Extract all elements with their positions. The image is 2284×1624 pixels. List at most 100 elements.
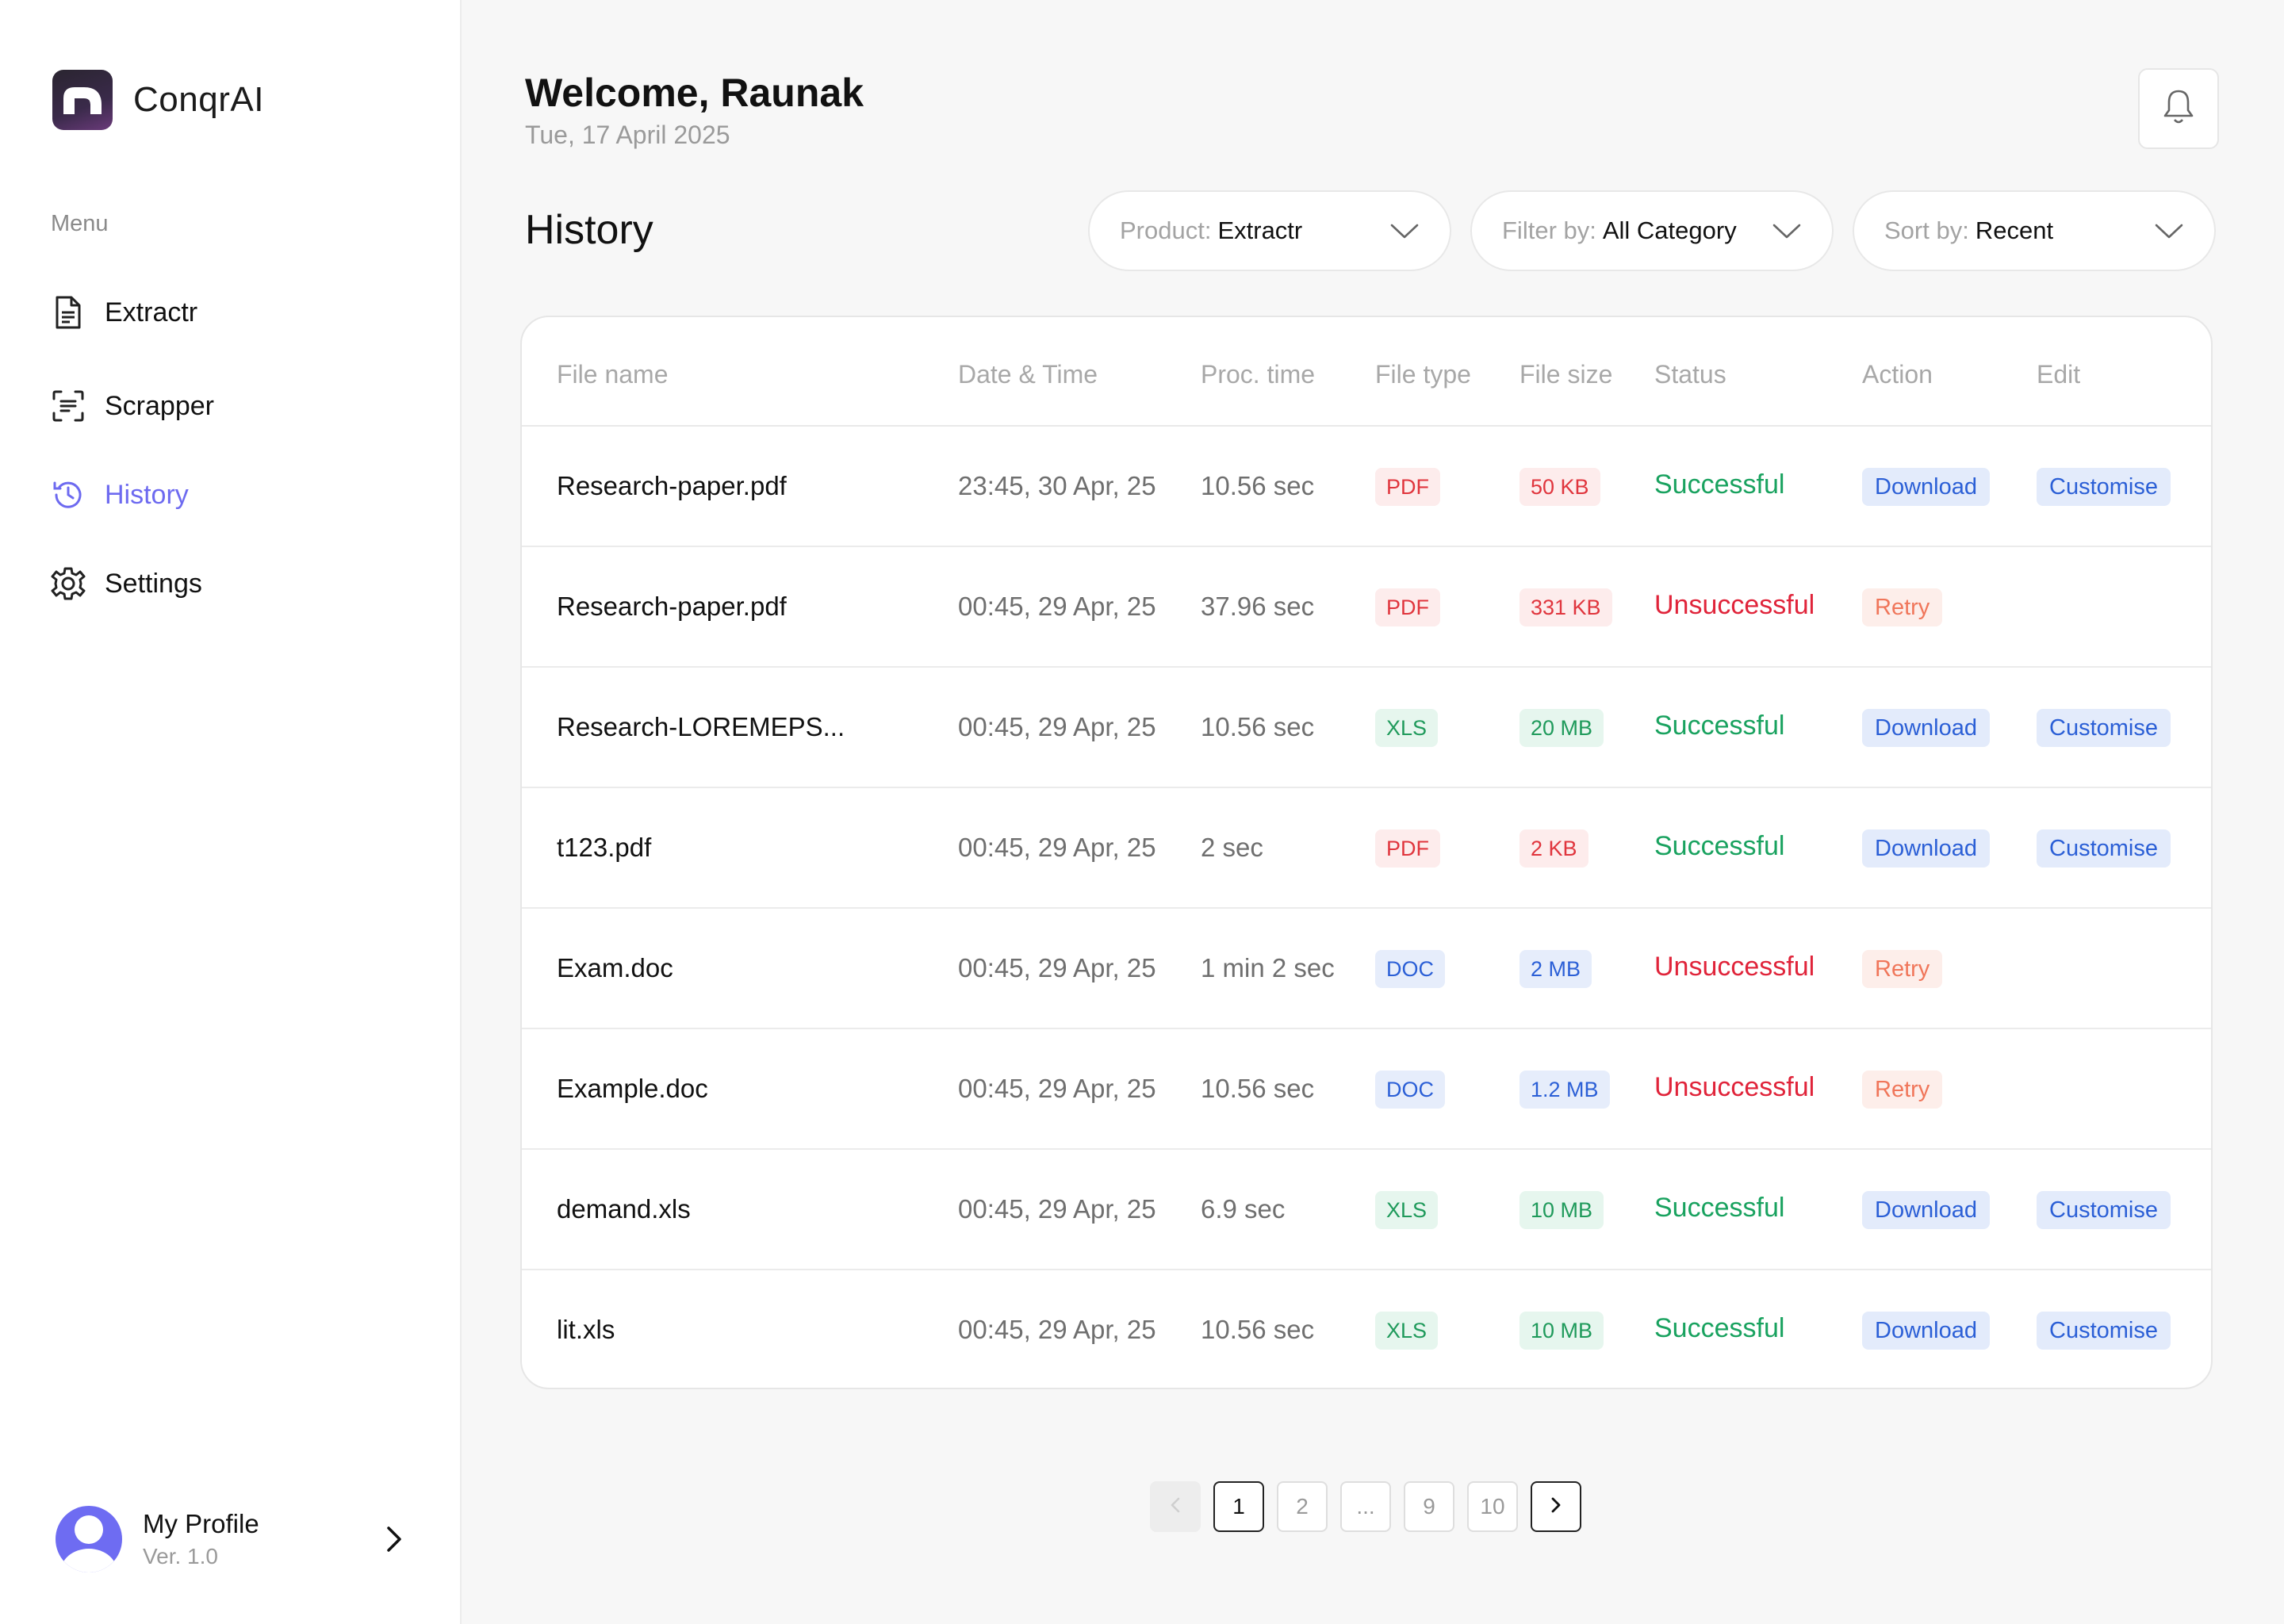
download-button[interactable]: Download [1862, 468, 1990, 506]
page-button-2[interactable]: 2 [1277, 1481, 1328, 1532]
proc-time: 10.56 sec [1201, 1315, 1315, 1344]
notifications-button[interactable] [2138, 68, 2219, 149]
proc-time: 37.96 sec [1201, 592, 1315, 621]
dropdown-key: Filter by: [1502, 216, 1596, 244]
column-header-edit: Edit [2037, 360, 2081, 389]
table-row: lit.xls 00:45, 29 Apr, 25 10.56 sec XLS 10 M… [522, 1270, 2211, 1388]
document-icon [49, 293, 87, 331]
file-name: Research-paper.pdf [557, 592, 787, 621]
file-type-badge: PDF [1375, 829, 1440, 868]
file-name: Example.doc [557, 1074, 708, 1103]
proc-time: 1 min 2 sec [1201, 953, 1335, 982]
scan-text-icon [49, 387, 87, 425]
file-size-badge: 20 MB [1519, 709, 1604, 747]
dropdown-value: Extractr [1217, 216, 1303, 244]
current-date: Tue, 17 April 2025 [525, 121, 730, 149]
page-title: History [525, 207, 653, 253]
table-header: File name Date & Time Proc. time File ty… [522, 317, 2211, 427]
dropdown-value: All Category [1602, 216, 1737, 244]
status-text: Unsuccessful [1654, 952, 1815, 982]
file-type-badge: XLS [1375, 1312, 1439, 1350]
page-button-1[interactable]: 1 [1213, 1481, 1264, 1532]
table-row: Research-LOREMEPS... 00:45, 29 Apr, 25 10.… [522, 668, 2211, 788]
proc-time: 6.9 sec [1201, 1194, 1286, 1224]
download-button[interactable]: Download [1862, 709, 1990, 747]
date-time: 00:45, 29 Apr, 25 [958, 1194, 1156, 1224]
column-header-proc-time: Proc. time [1201, 360, 1316, 389]
file-size-badge: 10 MB [1519, 1191, 1604, 1229]
chevron-down-icon [2154, 219, 2184, 247]
column-header-file-name: File name [557, 360, 669, 389]
table-row: Exam.doc 00:45, 29 Apr, 25 1 min 2 sec DOC 2… [522, 909, 2211, 1029]
date-time: 00:45, 29 Apr, 25 [958, 833, 1156, 862]
file-name: t123.pdf [557, 833, 652, 862]
welcome-heading: Welcome, Raunak [525, 71, 864, 115]
retry-button[interactable]: Retry [1862, 1071, 1943, 1109]
chevron-right-icon[interactable] [376, 1521, 412, 1557]
page-ellipsis: ... [1340, 1481, 1391, 1532]
customise-button[interactable]: Customise [2037, 468, 2171, 506]
proc-time: 10.56 sec [1201, 1074, 1315, 1103]
date-time: 00:45, 29 Apr, 25 [958, 953, 1156, 982]
table-row: Research-paper.pdf 00:45, 29 Apr, 25 37.96… [522, 547, 2211, 668]
date-time: 00:45, 29 Apr, 25 [958, 592, 1156, 621]
file-type-badge: DOC [1375, 950, 1445, 988]
proc-time: 2 sec [1201, 833, 1263, 862]
filter-dropdown[interactable]: Filter by: All Category [1470, 190, 1834, 271]
file-type-badge: PDF [1375, 468, 1440, 506]
column-header-action: Action [1862, 360, 1933, 389]
chevron-down-icon [1772, 219, 1802, 247]
file-size-badge: 2 MB [1519, 950, 1592, 988]
sort-dropdown[interactable]: Sort by: Recent [1853, 190, 2216, 271]
status-text: Successful [1654, 1313, 1785, 1343]
product-dropdown[interactable]: Product: Extractr [1088, 190, 1451, 271]
file-size-badge: 1.2 MB [1519, 1071, 1610, 1109]
sidebar-item-label: History [105, 479, 189, 510]
column-header-status: Status [1654, 360, 1726, 389]
profile-card[interactable]: My Profile Ver. 1.0 [56, 1503, 412, 1575]
date-time: 23:45, 30 Apr, 25 [958, 471, 1156, 500]
download-button[interactable]: Download [1862, 1312, 1990, 1350]
dropdown-value: Recent [1975, 216, 2054, 244]
sidebar-item-history[interactable]: History [49, 476, 189, 514]
download-button[interactable]: Download [1862, 1191, 1990, 1229]
customise-button[interactable]: Customise [2037, 829, 2171, 868]
date-time: 00:45, 29 Apr, 25 [958, 1315, 1156, 1344]
customise-button[interactable]: Customise [2037, 709, 2171, 747]
download-button[interactable]: Download [1862, 829, 1990, 868]
gear-icon [49, 565, 87, 603]
status-text: Successful [1654, 710, 1785, 741]
table-row: Example.doc 00:45, 29 Apr, 25 10.56 sec DOC… [522, 1029, 2211, 1150]
customise-button[interactable]: Customise [2037, 1312, 2171, 1350]
app-name: ConqrAI [133, 80, 264, 119]
chevron-left-icon [1170, 1494, 1181, 1519]
file-type-badge: PDF [1375, 588, 1440, 626]
retry-button[interactable]: Retry [1862, 950, 1943, 988]
sidebar-item-label: Extractr [105, 297, 198, 327]
sidebar-item-label: Scrapper [105, 390, 214, 421]
brand[interactable]: ConqrAI [52, 70, 264, 130]
next-page-button[interactable] [1531, 1481, 1581, 1532]
chevron-right-icon [1550, 1494, 1562, 1519]
page-button-9[interactable]: 9 [1404, 1481, 1454, 1532]
file-name: Exam.doc [557, 953, 673, 982]
file-name: demand.xls [557, 1194, 691, 1224]
history-table: File name Date & Time Proc. time File ty… [520, 316, 2213, 1389]
sidebar-item-scrapper[interactable]: Scrapper [49, 387, 214, 425]
sidebar-item-settings[interactable]: Settings [49, 565, 202, 603]
avatar [56, 1506, 122, 1572]
file-type-badge: DOC [1375, 1071, 1445, 1109]
retry-button[interactable]: Retry [1862, 588, 1943, 626]
sidebar-item-label: Settings [105, 568, 202, 599]
table-row: demand.xls 00:45, 29 Apr, 25 6.9 sec XLS 10 … [522, 1150, 2211, 1270]
bell-icon [2161, 88, 2196, 130]
customise-button[interactable]: Customise [2037, 1191, 2171, 1229]
file-size-badge: 2 KB [1519, 829, 1588, 868]
file-type-badge: XLS [1375, 709, 1439, 747]
file-name: lit.xls [557, 1315, 615, 1344]
file-size-badge: 331 KB [1519, 588, 1612, 626]
page-button-10[interactable]: 10 [1467, 1481, 1518, 1532]
status-text: Successful [1654, 1193, 1785, 1223]
prev-page-button[interactable] [1150, 1481, 1201, 1532]
sidebar-item-extractr[interactable]: Extractr [49, 293, 197, 331]
